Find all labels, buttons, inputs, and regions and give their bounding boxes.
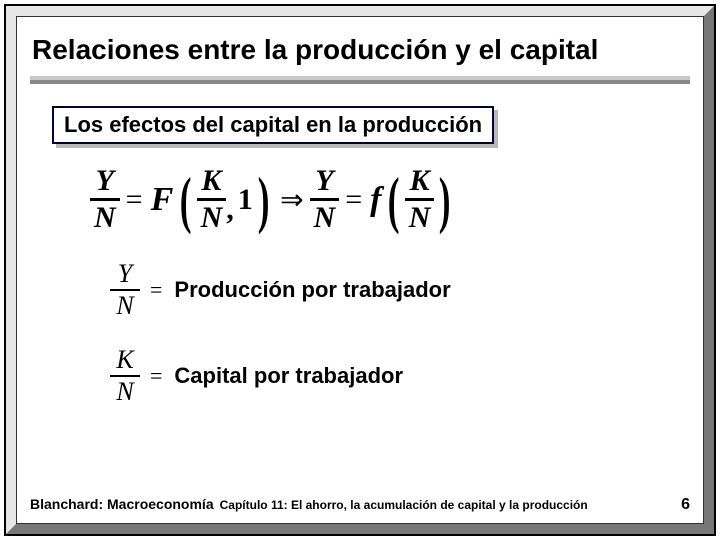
footer-page-number: 6 <box>681 496 690 514</box>
function-f: f <box>368 181 383 219</box>
definition-text-capital: Capital por trabajador <box>174 363 403 389</box>
slide-footer: Blanchard: Macroeconomía Capítulo 11: El… <box>30 496 690 514</box>
comma: , <box>226 193 238 227</box>
lparen-2: ( <box>388 174 400 225</box>
footer-book: Blanchard: Macroeconomía <box>30 496 214 512</box>
definitions: Y N = Producción por trabajador K N = Ca… <box>110 261 690 405</box>
definition-row: Y N = Producción por trabajador <box>110 261 690 319</box>
equals-def-2: = <box>140 363 174 389</box>
rparen-1: ) <box>258 174 270 225</box>
slide-content: Relaciones entre la producción y el capi… <box>30 30 690 510</box>
fraction-kn-def: K N <box>110 347 140 405</box>
fraction-kn-2: K N <box>405 166 435 233</box>
equals-def-1: = <box>140 277 174 303</box>
definition-text-production: Producción por trabajador <box>174 277 450 303</box>
footer-chapter: Capítulo 11: El ahorro, la acumulación d… <box>220 498 588 512</box>
definition-row: K N = Capital por trabajador <box>110 347 690 405</box>
fraction-yn-left: Y N <box>90 166 120 233</box>
implies-arrow: ⇒ <box>274 183 309 217</box>
fraction-kn-1: K N <box>197 166 227 233</box>
function-F: F <box>149 181 176 219</box>
subtitle-container: Los efectos del capital en la producción <box>52 106 690 144</box>
rparen-2: ) <box>439 174 451 225</box>
subtitle-text: Los efectos del capital en la producción <box>52 106 494 144</box>
fraction-yn-def: Y N <box>110 261 140 319</box>
title-underline <box>30 76 690 86</box>
fraction-yn-right: Y N <box>310 166 340 233</box>
main-equation: Y N = F ( K N , 1 ) ⇒ Y N = f ( <box>90 166 690 233</box>
page-title: Relaciones entre la producción y el capi… <box>30 30 690 72</box>
lparen-1: ( <box>180 174 192 225</box>
equals-2: = <box>339 183 368 217</box>
literal-one: 1 <box>238 183 253 217</box>
equals-1: = <box>120 183 149 217</box>
